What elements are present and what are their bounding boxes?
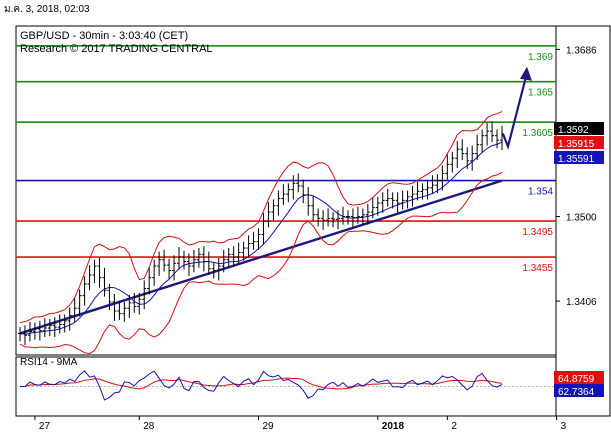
timestamp-text: ม.ค. 3, 2018, 02:03 (4, 4, 90, 15)
level-label: 1.365 (528, 88, 553, 99)
rsi-label: RSI14 - 9MA (20, 357, 78, 368)
trendline (19, 179, 503, 335)
upper-band (19, 111, 503, 324)
rsi-tag-label: 64.8759 (558, 374, 595, 385)
x-tick-label: 29 (263, 421, 275, 432)
price-tag-label: 1.35591 (558, 154, 595, 165)
x-tick-label: 3 (561, 421, 567, 432)
price-tag (554, 122, 604, 135)
chart-source: Research © 2017 TRADING CENTRAL (20, 43, 213, 55)
lower-band (19, 171, 503, 355)
chart-title: GBP/USD - 30min - 3:03:40 (CET) (20, 30, 189, 42)
rsi-tag-label: 62.7364 (558, 387, 595, 398)
price-panel-frame (15, 25, 557, 356)
rsi-tag (554, 384, 604, 397)
price-tag-label: 1.35915 (558, 139, 595, 150)
price-tag (554, 151, 604, 164)
rsi-tag (554, 371, 604, 384)
projection-arrowhead (520, 66, 532, 81)
level-label: 1.3605 (522, 128, 553, 139)
x-tick-label: 2018 (382, 421, 405, 432)
level-label: 1.354 (528, 187, 553, 198)
moving-average (19, 141, 503, 335)
x-tick-label: 2 (451, 421, 457, 432)
level-label: 1.3455 (522, 263, 553, 274)
x-tick-label: 27 (39, 421, 51, 432)
price-tick-label: 1.3500 (566, 213, 597, 224)
price-tag (554, 136, 604, 149)
price-tick-label: 1.3686 (566, 45, 597, 56)
rsi-line (20, 370, 503, 401)
level-label: 1.369 (528, 52, 553, 63)
price-tick-label: 1.3406 (566, 297, 597, 308)
projection-arrow (501, 72, 529, 150)
price-tag-label: 1.3592 (558, 125, 589, 136)
level-label: 1.3495 (522, 227, 553, 238)
x-tick-label: 28 (143, 421, 155, 432)
